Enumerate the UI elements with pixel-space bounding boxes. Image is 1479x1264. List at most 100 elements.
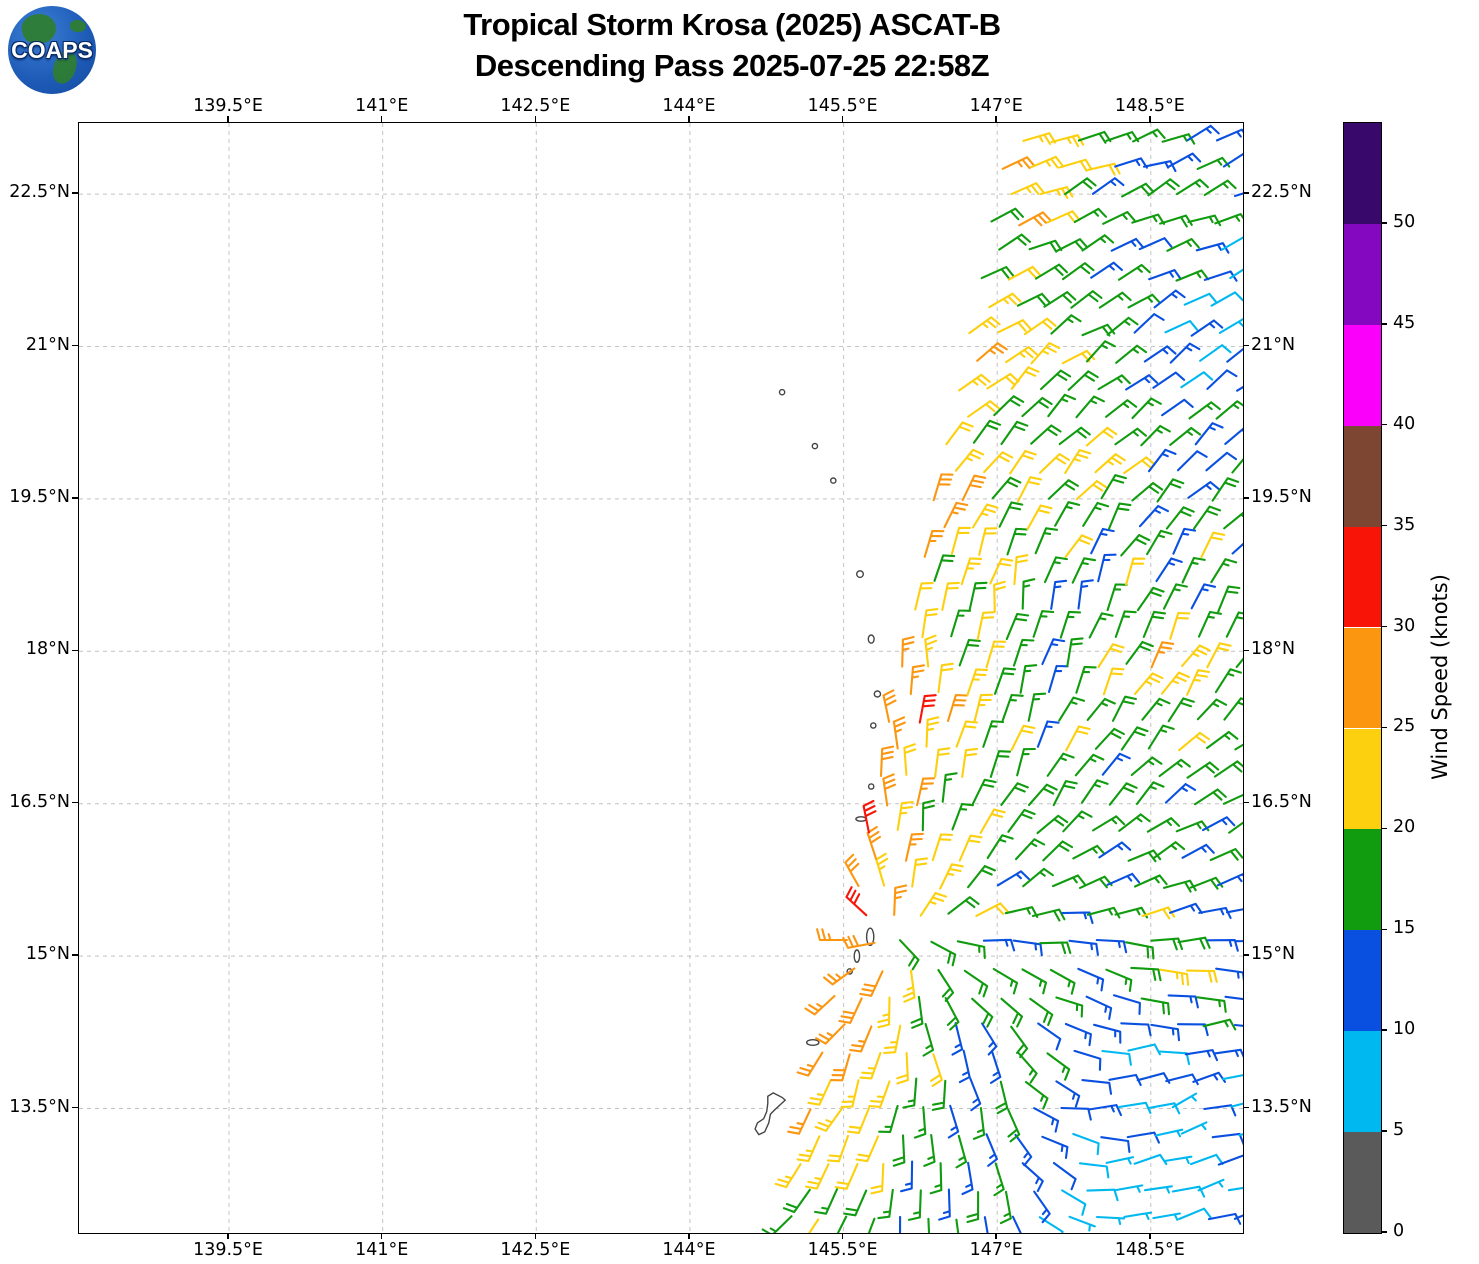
colorbar-tick-label: 5 xyxy=(1393,1120,1405,1141)
colorbar-tick-label: 15 xyxy=(1393,918,1416,939)
lon-tick-label-top: 145.5°E xyxy=(807,96,878,116)
axis-tick xyxy=(1243,344,1249,347)
island-outline xyxy=(865,927,875,947)
island-outline xyxy=(853,949,861,963)
lon-tick-label-top: 142.5°E xyxy=(500,96,571,116)
colorbar-tick xyxy=(1381,928,1387,931)
lon-tick-label-top: 139.5°E xyxy=(193,96,263,116)
colorbar-segment xyxy=(1344,324,1381,426)
lat-tick-label-left: 21°N xyxy=(25,334,70,355)
axis-tick xyxy=(688,1233,690,1239)
islet-dot xyxy=(867,783,875,790)
grid-lines xyxy=(79,123,1243,1233)
axis-tick xyxy=(1243,497,1249,499)
axis-tick xyxy=(72,954,78,956)
lat-tick-label-left: 16.5°N xyxy=(9,791,70,812)
colorbar-segment xyxy=(1344,223,1381,325)
lon-tick-label-bottom: 141°E xyxy=(355,1240,409,1260)
colorbar-tick xyxy=(1381,423,1387,426)
colorbar-label: Wind Speed (knots) xyxy=(1428,574,1452,780)
axis-tick xyxy=(1243,192,1249,194)
axis-tick xyxy=(1243,649,1249,652)
axis-tick xyxy=(1149,1233,1151,1239)
wind-barbs-layer xyxy=(761,124,1243,1233)
colorbar-tick xyxy=(1381,323,1387,325)
islet-dot xyxy=(830,477,837,484)
island-outline xyxy=(806,1039,820,1047)
lat-tick-label-right: 18°N xyxy=(1251,639,1296,660)
colorbar-tick xyxy=(1381,625,1387,628)
axis-tick xyxy=(380,116,383,122)
axis-tick xyxy=(1243,954,1249,956)
coaps-logo: COAPS xyxy=(8,6,96,94)
lon-tick-label-bottom: 142.5°E xyxy=(500,1240,571,1260)
lat-tick-label-left: 15°N xyxy=(25,944,70,965)
colorbar-tick-label: 35 xyxy=(1393,514,1416,535)
axis-tick xyxy=(1243,801,1249,804)
islet-dot xyxy=(778,388,786,396)
axis-tick xyxy=(841,116,844,122)
axis-tick xyxy=(72,649,78,652)
lat-tick-label-right: 16.5°N xyxy=(1251,791,1312,812)
lat-tick-label-right: 21°N xyxy=(1251,334,1296,355)
colorbar-segment xyxy=(1344,1031,1381,1133)
island-outline xyxy=(873,690,882,698)
colorbar-segment xyxy=(1344,930,1381,1032)
lon-tick-label-top: 141°E xyxy=(355,96,409,116)
colorbar-tick xyxy=(1381,1029,1387,1031)
colorbar-segment xyxy=(1344,123,1381,224)
island-outline xyxy=(754,1092,787,1136)
colorbar-tick-label: 20 xyxy=(1393,817,1416,838)
colorbar-segment xyxy=(1344,627,1381,729)
lat-tick-label-left: 13.5°N xyxy=(9,1096,70,1117)
colorbar-segment xyxy=(1344,1132,1381,1233)
axis-tick xyxy=(841,1233,844,1239)
lat-tick-label-left: 18°N xyxy=(25,639,70,660)
colorbar-tick-label: 25 xyxy=(1393,716,1416,737)
axis-tick xyxy=(72,801,78,804)
colorbar-tick xyxy=(1381,1231,1387,1233)
axis-tick xyxy=(227,116,229,122)
axis-tick xyxy=(72,344,78,347)
colorbar-tick xyxy=(1381,726,1387,729)
lon-tick-label-bottom: 144°E xyxy=(662,1240,716,1260)
lon-tick-label-bottom: 147°E xyxy=(969,1240,1023,1260)
map-plot-area xyxy=(78,122,1244,1234)
colorbar-tick xyxy=(1381,524,1387,527)
lon-tick-label-top: 148.5°E xyxy=(1114,96,1185,116)
colorbar-tick-label: 45 xyxy=(1393,312,1416,333)
colorbar-tick-label: 10 xyxy=(1393,1019,1416,1040)
axis-tick xyxy=(688,116,690,122)
islet-dot xyxy=(870,722,877,729)
axis-tick xyxy=(1149,116,1151,122)
lon-tick-label-bottom: 145.5°E xyxy=(807,1240,878,1260)
island-outline xyxy=(856,570,865,579)
colorbar-tick xyxy=(1381,827,1387,830)
colorbar-tick-label: 30 xyxy=(1393,615,1416,636)
lon-tick-label-top: 144°E xyxy=(662,96,716,116)
lon-tick-label-bottom: 139.5°E xyxy=(193,1240,263,1260)
axis-tick xyxy=(995,116,997,122)
lat-tick-label-left: 22.5°N xyxy=(9,182,70,203)
colorbar-segment xyxy=(1344,829,1381,931)
colorbar-segment xyxy=(1344,425,1381,527)
coastline-layer xyxy=(754,388,882,1136)
colorbar xyxy=(1343,122,1382,1234)
lon-tick-label-bottom: 148.5°E xyxy=(1114,1240,1185,1260)
title-line-2: Descending Pass 2025-07-25 22:58Z xyxy=(474,48,990,83)
axis-tick xyxy=(72,497,78,499)
lat-tick-label-right: 22.5°N xyxy=(1251,182,1312,203)
colorbar-tick-label: 40 xyxy=(1393,413,1416,434)
axis-tick xyxy=(72,192,78,194)
colorbar-tick xyxy=(1381,1130,1387,1132)
axis-tick xyxy=(534,1233,537,1239)
axis-tick xyxy=(1243,1106,1249,1109)
logo-landmass-east xyxy=(70,20,86,32)
colorbar-segment xyxy=(1344,728,1381,830)
axis-tick xyxy=(534,116,537,122)
axis-tick xyxy=(995,1233,997,1239)
lat-tick-label-right: 19.5°N xyxy=(1251,486,1312,507)
axis-tick xyxy=(72,1106,78,1109)
lat-tick-label-left: 19.5°N xyxy=(9,486,70,507)
